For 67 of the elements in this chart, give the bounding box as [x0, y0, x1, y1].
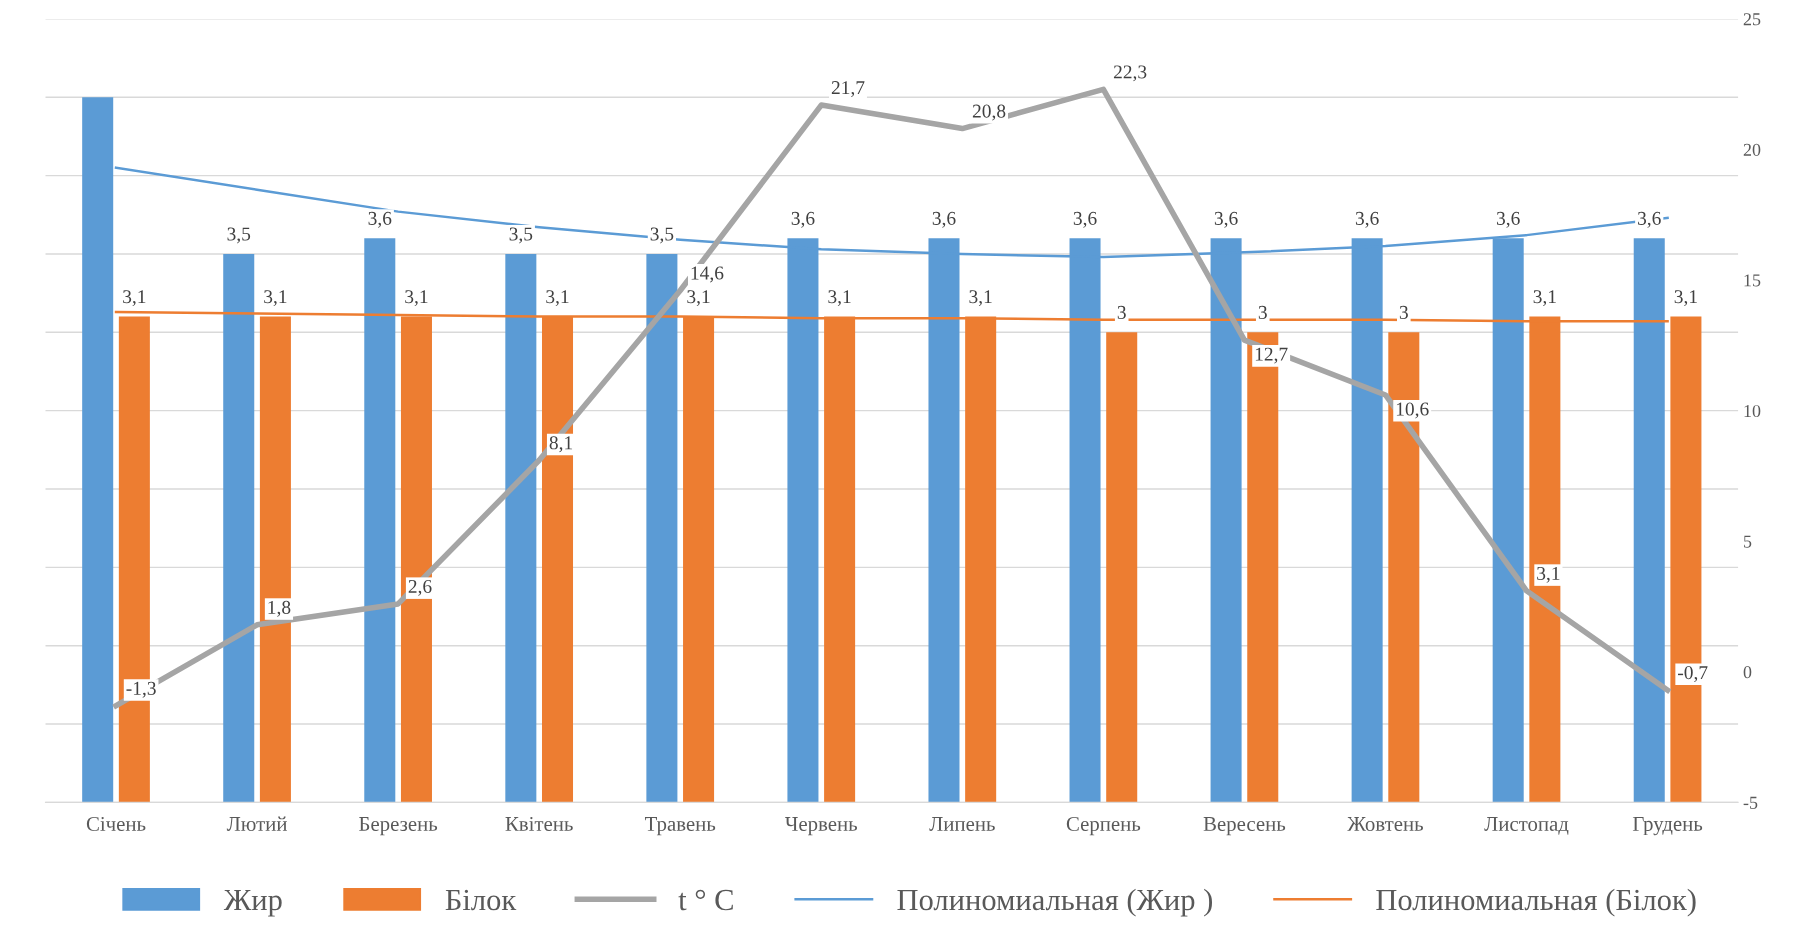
- data-label: 8,1: [549, 436, 573, 453]
- y2-tick-label: 0: [1743, 666, 1752, 679]
- legend-label: Полиномиальная (Білок): [1376, 888, 1696, 917]
- data-label: 3,1: [123, 290, 146, 307]
- data-label: 20,8: [972, 104, 1006, 121]
- data-label: 3,1: [687, 290, 710, 307]
- data-label: 3,6: [1496, 211, 1520, 228]
- data-label: 3,1: [1674, 290, 1697, 307]
- bar: [505, 253, 537, 803]
- data-label: 3: [1399, 305, 1408, 319]
- data-label: 3,6: [932, 211, 956, 228]
- x-tick-label: Жовтень: [1347, 817, 1424, 831]
- legend-label: Жир: [223, 889, 282, 917]
- data-label: 3,5: [227, 227, 251, 244]
- legend-label: t ° C: [678, 889, 733, 911]
- data-label: 10,6: [1396, 402, 1429, 419]
- data-label: 3: [1258, 305, 1267, 319]
- legend-label: Полиномиальная (Жир ): [897, 888, 1213, 917]
- data-label: 3,1: [405, 290, 428, 307]
- data-label: -1,3: [126, 681, 156, 698]
- data-label: 3,1: [546, 290, 569, 307]
- x-tick-label: Березень: [359, 817, 438, 836]
- data-label: 3,1: [264, 290, 287, 307]
- data-label: 22,3: [1113, 65, 1147, 82]
- data-label: 21,7: [831, 81, 865, 97]
- data-label: 3,5: [509, 227, 533, 244]
- data-label: 3: [1117, 305, 1126, 319]
- y2-tick-label: 25: [1743, 13, 1761, 26]
- data-label: -0,7: [1678, 666, 1708, 682]
- x-tick-label: Січень: [86, 816, 146, 831]
- data-label: 3,6: [1073, 211, 1097, 228]
- data-label: 3,6: [1638, 211, 1661, 228]
- data-label: 2,6: [408, 579, 432, 596]
- bar: [1106, 332, 1138, 803]
- legend-label: Білок: [445, 889, 517, 911]
- data-label: 3,6: [1355, 211, 1379, 228]
- data-label: 3,1: [969, 290, 992, 307]
- x-tick-label: Серпень: [1066, 816, 1141, 836]
- data-label: 3,1: [828, 290, 851, 307]
- data-label: 3,6: [368, 211, 392, 228]
- data-label: 3,6: [791, 211, 815, 228]
- data-label: 3,1: [1537, 566, 1560, 583]
- y2-tick-label: -5: [1743, 796, 1758, 809]
- data-label: 3,1: [1533, 290, 1556, 307]
- bar: [259, 316, 291, 803]
- x-tick-label: Вересень: [1203, 817, 1286, 836]
- bar: [82, 97, 114, 803]
- data-label: 14,6: [691, 266, 724, 283]
- x-tick-label: Червень: [785, 817, 858, 836]
- bar: [1633, 238, 1665, 803]
- x-tick-label: Травень: [645, 817, 716, 836]
- data-label: 3,5: [650, 227, 674, 244]
- data-label: 12,7: [1255, 347, 1288, 364]
- y2-tick-label: 5: [1744, 535, 1752, 548]
- bar: [223, 253, 255, 803]
- bar: [646, 253, 678, 803]
- data-label: 1,8: [268, 600, 291, 617]
- x-tick-label: Квітень: [505, 816, 573, 831]
- y2-tick-label: 20: [1743, 143, 1761, 156]
- x-tick-label: Листопад: [1484, 817, 1569, 835]
- data-label: 3,6: [1214, 211, 1238, 228]
- x-tick-label: Лютий: [226, 816, 287, 831]
- y2-tick-label: 15: [1744, 274, 1761, 287]
- y2-tick-label: 10: [1744, 404, 1761, 418]
- bar: [364, 238, 396, 803]
- x-tick-label: Грудень: [1632, 817, 1703, 836]
- x-tick-label: Липень: [929, 817, 995, 831]
